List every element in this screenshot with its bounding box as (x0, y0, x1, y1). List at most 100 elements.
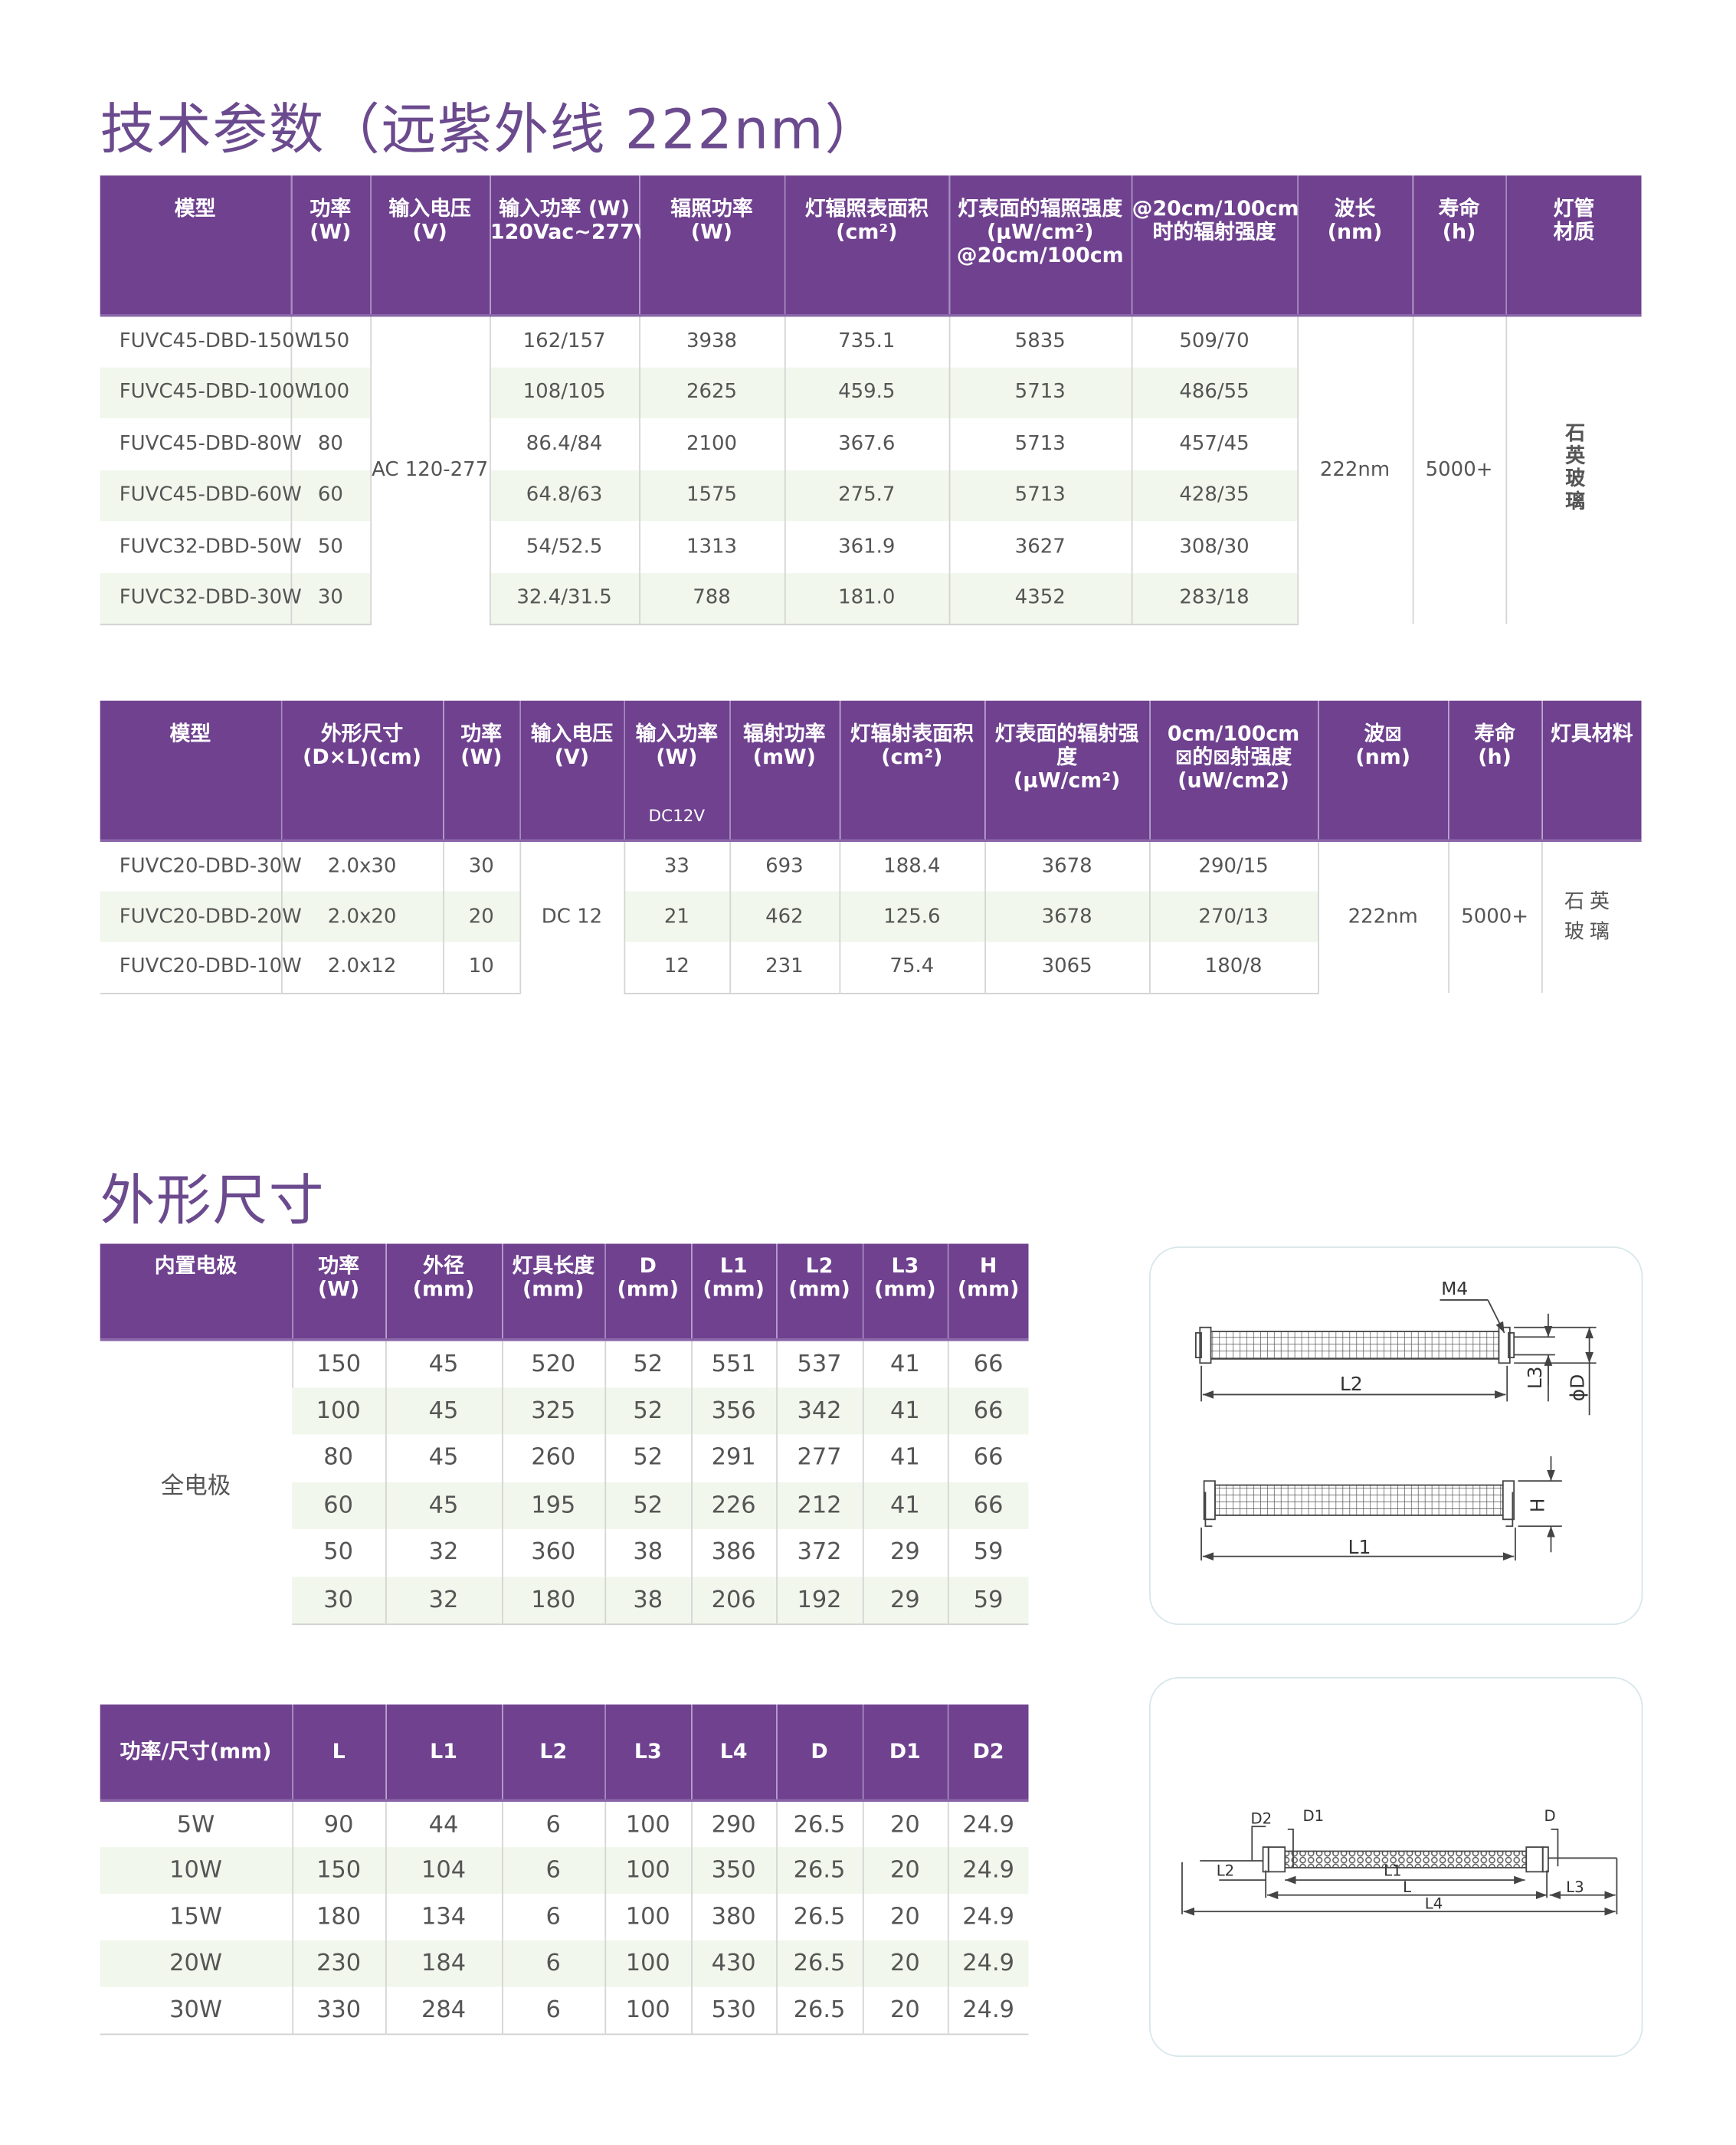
cell-input-power: 54/52.5 (489, 521, 640, 573)
column-header-radiant-power: 辐射功率 (mW) (729, 700, 840, 841)
lamp-drawing-grid-tube: M4 L2 L3 ϕD L1 H (1194, 1279, 1597, 1561)
table-row: FUVC45-DBD-150W 150 AC 120-277 162/157 3938 7… (100, 315, 1642, 624)
cell-L2: 6 (501, 1800, 605, 1848)
cell-H: 66 (946, 1339, 1029, 1387)
column-header-power: 功率 (W) (442, 700, 520, 841)
cell-model: FUVC45-DBD-150W (119, 330, 315, 353)
table-row: FUVC20-DBD-30W 2.0x30 30 DC 12 33 693 188.4 367… (100, 840, 1642, 993)
cell-L3: 100 (604, 1847, 692, 1894)
cell-input-power: 162/157 (489, 315, 640, 367)
cell-intensity: 5835 (948, 315, 1132, 367)
cell-size: 2.0x30 (280, 840, 444, 892)
cell-radiant-power: 1313 (638, 521, 784, 573)
label-h: H (1527, 1498, 1549, 1513)
cell-L3: 41 (862, 1339, 948, 1387)
tech-params-table-dc: 模型 外形尺寸 (D×L)(cm) 功率 (W) 输入电压 (V) 输入功率 (W) DC… (100, 700, 1642, 994)
cell-power: 60 (290, 470, 371, 522)
cell-D1: 20 (862, 1986, 948, 2035)
column-header-input-power: 输入功率 (W) DC12V (623, 700, 730, 841)
cell-voltage: AC 120-277 (369, 315, 490, 624)
cell-model: FUVC20-DBD-10W (100, 942, 302, 994)
cell-power: 10 (442, 942, 520, 994)
cell-radiant-power: 693 (729, 840, 840, 892)
table-row: FUVC45-DBD-80W 80 86.4/84 2100 367.6 5713 457/… (100, 418, 1642, 470)
cell-length: 195 (501, 1482, 605, 1529)
lamp-drawing-hex-tube: D2 D1 D L2 L1 L L3 L4 (1181, 1807, 1618, 1916)
cell-area: 125.6 (838, 891, 985, 942)
column-header-input-power: 输入功率 (W) 120Vac~277Vac (489, 175, 675, 316)
cell-D: 52 (604, 1434, 692, 1482)
label-d1: D1 (1303, 1807, 1325, 1825)
cell-L1: 386 (690, 1528, 777, 1577)
column-header-voltage: 输入电压 (V) (369, 175, 490, 316)
column-header-L2: L2 (501, 1704, 605, 1801)
column-header-size: 外形尺寸 (D×L)(cm) (280, 700, 444, 841)
cell-L2: 6 (501, 1847, 605, 1894)
cell-radiant-power: 2100 (638, 418, 784, 470)
cell-intensity-20-100: 509/70 (1130, 315, 1298, 367)
cell-intensity-20-100: 457/45 (1130, 418, 1298, 470)
cell-model: FUVC32-DBD-50W (119, 535, 302, 558)
cell-L3: 100 (604, 1893, 692, 1940)
cell-L1: 104 (385, 1847, 503, 1894)
cell-intensity: 3678 (984, 840, 1150, 892)
cell-L3: 41 (862, 1434, 948, 1482)
column-header-intensity: 灯表面的辐射强度 (μW/cm²) (984, 700, 1150, 841)
table-row: 5W 90 44 6 100 290 26.5 20 24.9 (100, 1800, 1029, 1848)
cell-L3: 41 (862, 1482, 948, 1529)
cell-area: 181.0 (783, 572, 949, 625)
cell-area: 459.5 (783, 366, 949, 418)
cell-D: 26.5 (775, 1847, 863, 1894)
table-row: 60 45 195 52 226 212 41 66 (100, 1482, 1029, 1529)
cell-D2: 24.9 (946, 1847, 1029, 1894)
column-header-D2: D2 (946, 1704, 1029, 1801)
cell-length: 520 (501, 1339, 605, 1387)
cell-power: 150 (291, 1339, 385, 1387)
cell-D: 26.5 (775, 1893, 863, 1940)
cell-power: 15W (169, 1903, 222, 1931)
cell-L2: 212 (775, 1482, 863, 1529)
cell-L2: 6 (501, 1893, 605, 1940)
column-header-voltage: 输入电压 (V) (519, 700, 624, 841)
cell-voltage: DC 12 (519, 840, 624, 993)
column-header-area: 灯辐照表面积 (cm²) (783, 175, 949, 316)
column-header-electrode: 内置电极 (100, 1243, 293, 1340)
table-row: FUVC20-DBD-10W 2.0x12 10 12 231 75.4 3065 180/8 (100, 942, 1642, 994)
table-row: FUVC20-DBD-20W 2.0x20 20 21 462 125.6 3678 270/… (100, 891, 1642, 942)
cell-area: 367.6 (783, 418, 949, 470)
cell-radiant-power: 3938 (638, 315, 784, 367)
cell-wavelength: 222nm (1317, 840, 1449, 993)
column-header-model: 模型 (100, 700, 281, 841)
cell-model: FUVC45-DBD-60W (100, 470, 302, 522)
cell-D: 38 (604, 1528, 692, 1577)
cell-radiant-power: 1575 (638, 470, 784, 522)
cell-size: 2.0x20 (280, 891, 444, 942)
input-voltage-note: DC12V (648, 806, 706, 826)
cell-intensity: 4352 (948, 572, 1132, 625)
cell-area: 188.4 (838, 840, 985, 892)
lamp-dimension-diagram-2: D2 D1 D L2 L1 L L3 L4 (1149, 1677, 1643, 2057)
table-row: 全电极 150 45 520 52 551 537 41 66 (100, 1339, 1029, 1499)
cell-material: 石英玻璃 (1505, 315, 1642, 624)
cell-D: 26.5 (775, 1940, 863, 1987)
cell-intensity: 3065 (984, 942, 1150, 994)
cell-L1: 134 (385, 1893, 503, 1940)
cell-D2: 24.9 (946, 1940, 1029, 1987)
cell-D1: 20 (862, 1847, 948, 1894)
column-header-intensity-20-100: @20cm/100cm 时的辐射强度 (1130, 175, 1299, 316)
cell-od: 45 (385, 1339, 503, 1387)
cell-model: FUVC20-DBD-30W (119, 855, 302, 878)
cell-L3: 29 (862, 1528, 948, 1577)
cell-L4: 430 (690, 1940, 777, 1987)
cell-input-power: 21 (623, 891, 730, 942)
cell-intensity-20-100: 270/13 (1148, 891, 1318, 942)
cell-area: 361.9 (783, 521, 949, 573)
label-l3: L3 (1566, 1878, 1584, 1896)
column-header-length: 灯具长度 (mm) (501, 1243, 605, 1340)
column-header-L1: L1 (mm) (690, 1243, 777, 1340)
cell-model: FUVC45-DBD-80W (119, 433, 302, 455)
column-header-life: 寿命 (h) (1411, 175, 1506, 316)
cell-L: 330 (291, 1986, 385, 2035)
cell-L1: 356 (690, 1387, 777, 1435)
cell-H: 59 (946, 1576, 1029, 1625)
